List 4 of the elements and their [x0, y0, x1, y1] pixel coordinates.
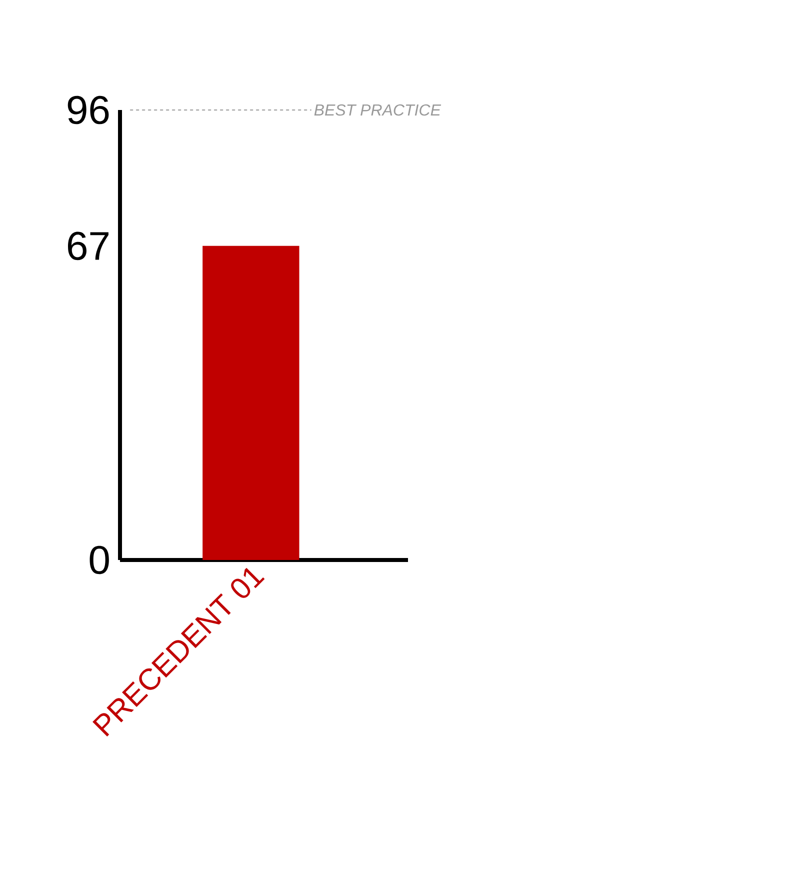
y-tick-label: 96: [68, 96, 109, 124]
ref-line-label: BEST PRACTICE: [314, 104, 442, 116]
y-tick-label: 67: [68, 232, 108, 260]
y-tick-label: 0: [90, 546, 109, 574]
